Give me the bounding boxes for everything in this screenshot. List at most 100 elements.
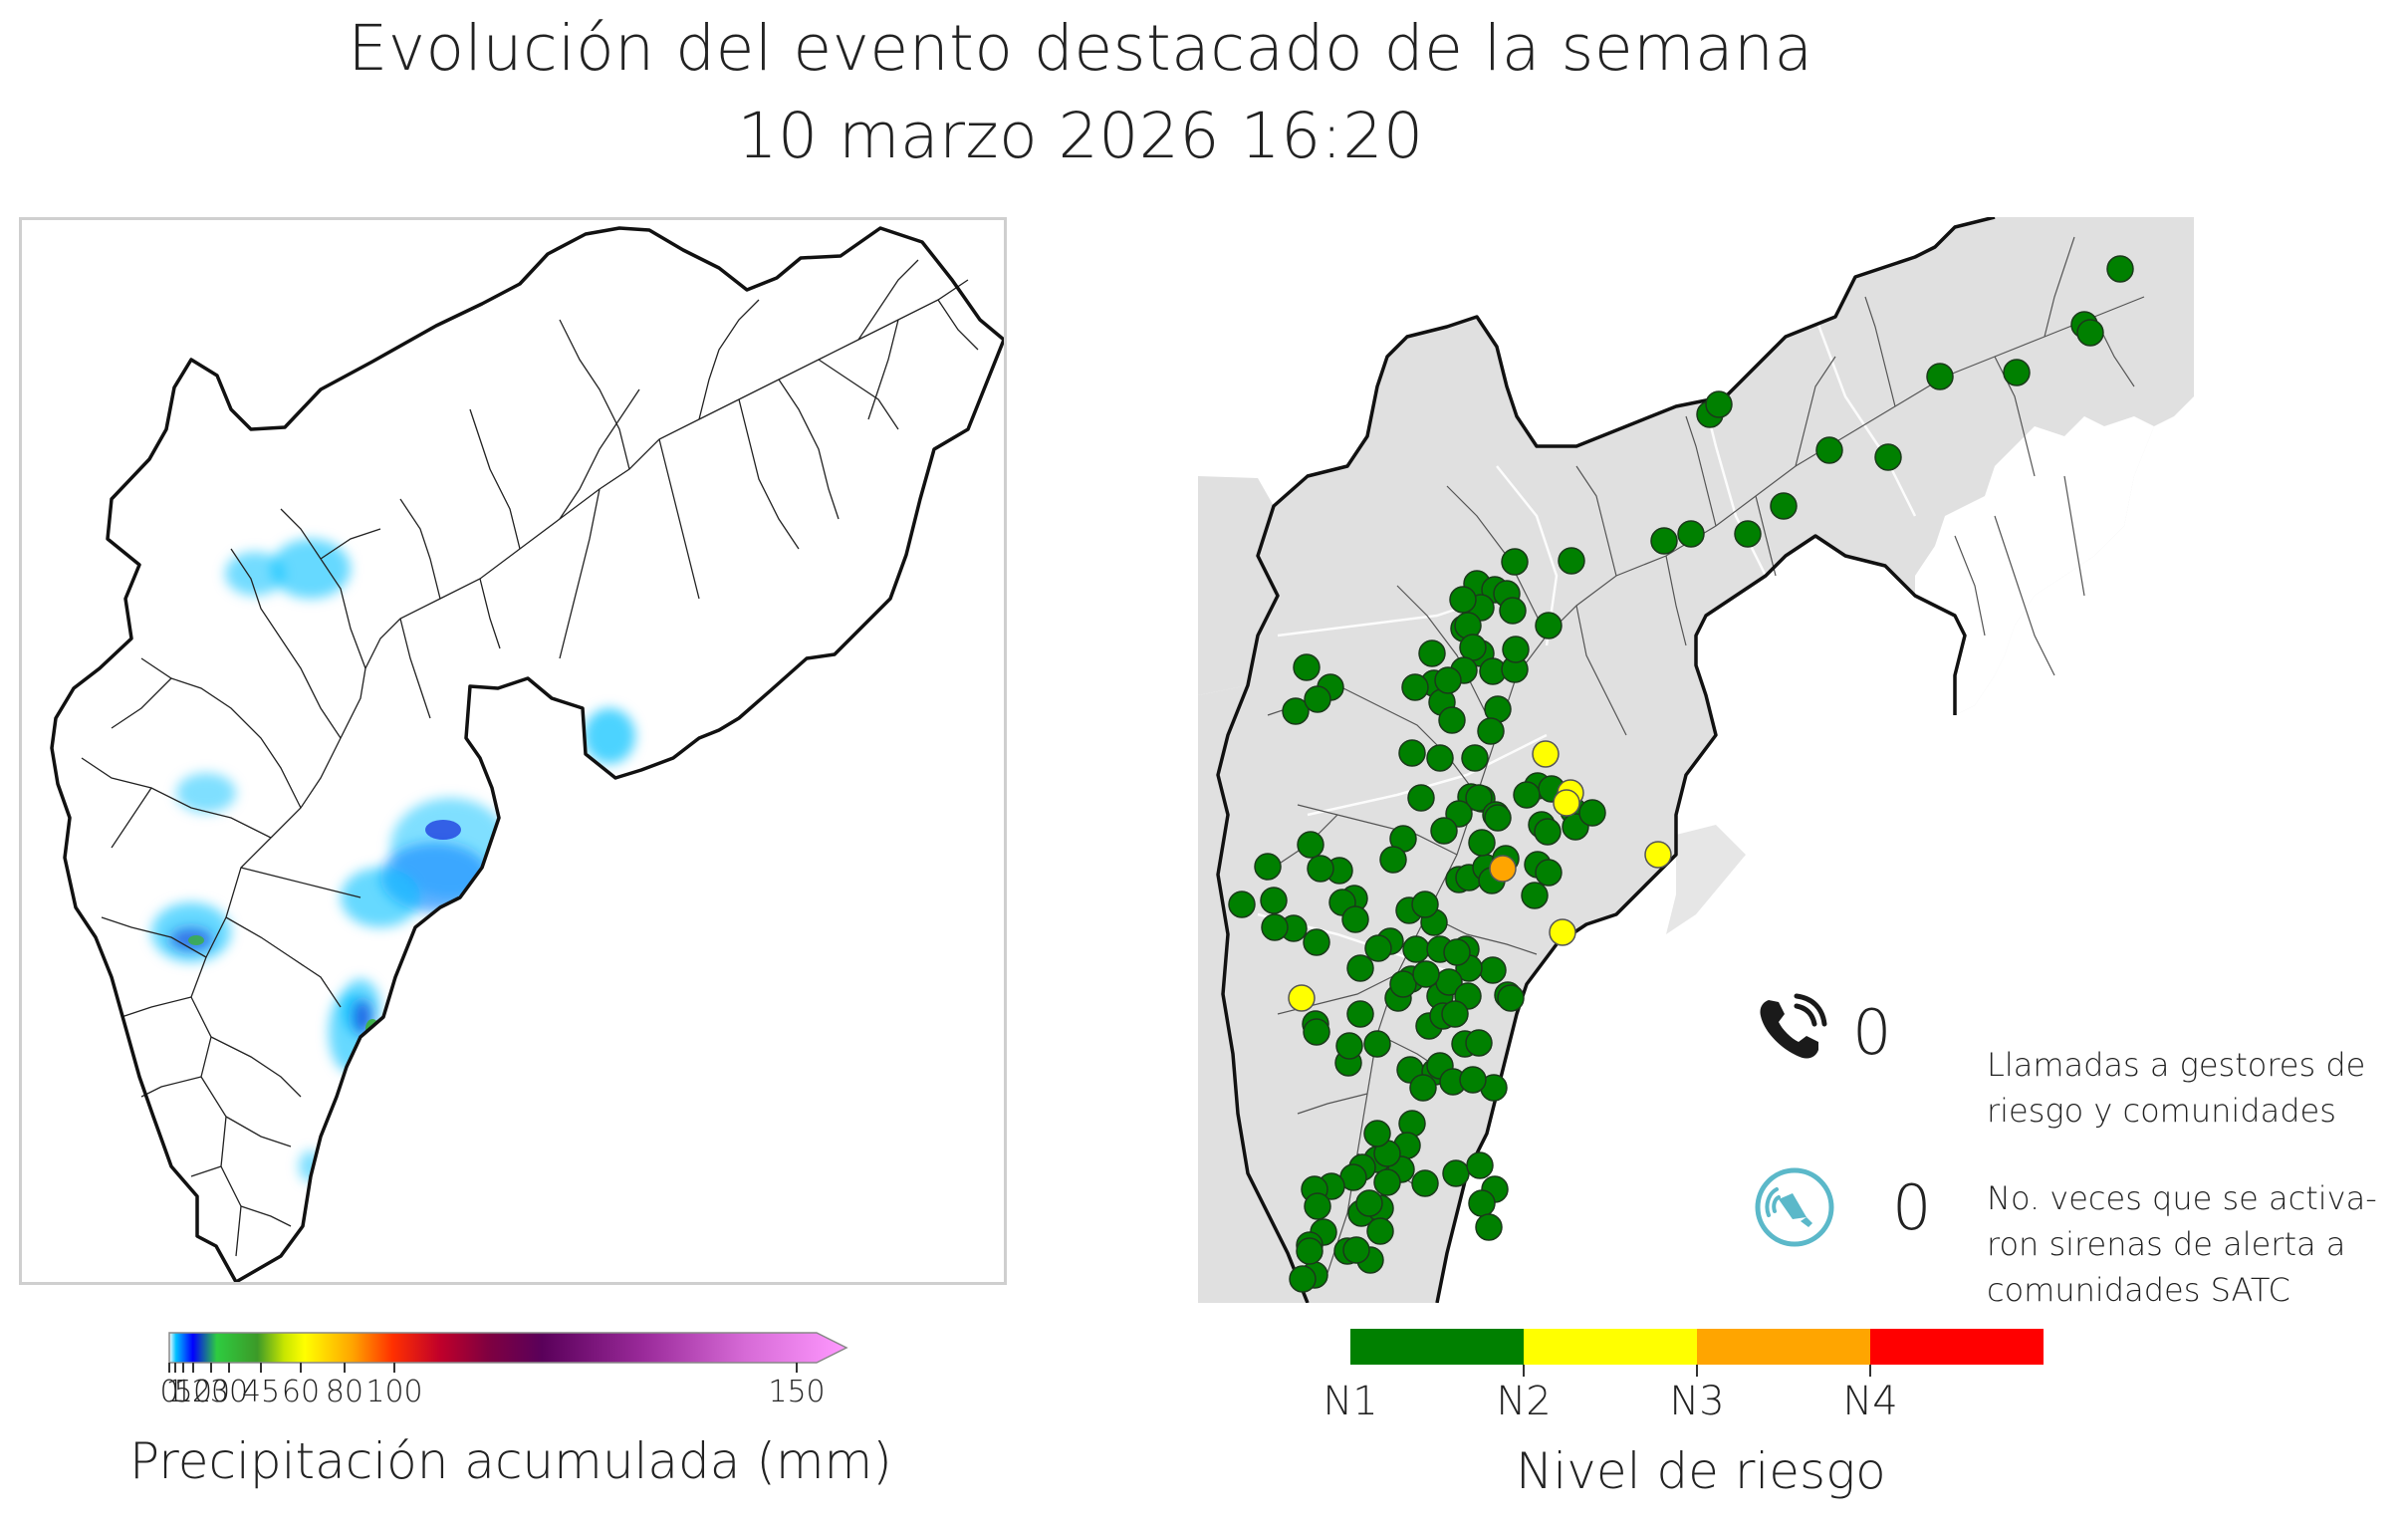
station-marker-n1 <box>2003 359 2031 386</box>
station-marker-n1 <box>1465 784 1493 812</box>
risk-colorbar <box>1350 1329 2044 1365</box>
station-marker-n1 <box>1449 586 1477 614</box>
station-marker-n1 <box>1734 520 1762 548</box>
station-marker-n1 <box>1466 1151 1494 1179</box>
precipitation-fields <box>151 539 635 1182</box>
station-marker-n1 <box>1521 882 1549 909</box>
station-marker-n1 <box>1459 1066 1487 1094</box>
station-marker-n1 <box>1355 1189 1383 1217</box>
station-marker-n1 <box>1461 744 1489 772</box>
station-marker-n1 <box>1815 436 1843 464</box>
station-marker-n1 <box>1484 804 1512 832</box>
station-marker-n1 <box>1363 1120 1391 1147</box>
station-marker-n1 <box>1705 390 1733 418</box>
station-marker-n2 <box>1549 918 1576 946</box>
station-marker-n1 <box>1468 829 1496 857</box>
station-marker-n1 <box>1441 1000 1469 1028</box>
station-marker-n1 <box>1477 717 1505 745</box>
station-marker-n1 <box>1501 548 1529 576</box>
station-marker-n1 <box>1874 443 1902 471</box>
precipitation-map <box>19 217 1007 1285</box>
station-marker-n1 <box>1304 1192 1331 1220</box>
station-marker-n1 <box>1438 706 1466 734</box>
station-marker-n1 <box>1293 653 1321 681</box>
precipitation-map-svg <box>50 226 1004 1282</box>
station-marker-n1 <box>1379 846 1407 874</box>
calls-description: Llamadas a gestores de riesgo y comunida… <box>1987 1046 2366 1130</box>
risk-level-legend: N1 N2 N3 N4 Nivel de riesgo <box>1295 1315 2071 1514</box>
station-marker-n2 <box>1553 789 1580 817</box>
risk-level-swatch-n3 <box>1697 1329 1870 1365</box>
station-marker-n1 <box>1558 547 1585 575</box>
station-marker-n1 <box>1468 1189 1496 1217</box>
colorbar-tick-label: 30 <box>209 1375 249 1409</box>
station-marker-n1 <box>1430 817 1458 845</box>
station-markers <box>1228 255 2134 1293</box>
station-marker-n1 <box>1342 1236 1370 1264</box>
station-marker-n1 <box>1409 1074 1437 1102</box>
station-marker-n1 <box>1289 1265 1317 1293</box>
station-marker-n2 <box>1288 984 1316 1012</box>
risk-level-swatch-n1 <box>1350 1329 1524 1365</box>
neighbor-region <box>1198 685 1308 1303</box>
station-marker-n1 <box>1297 831 1324 859</box>
station-marker-n3 <box>1489 855 1517 883</box>
colorbar-tick-label: 100 <box>365 1375 423 1409</box>
station-marker-n1 <box>1304 685 1331 713</box>
station-marker-n1 <box>1389 970 1417 998</box>
station-marker-n1 <box>1303 1018 1330 1046</box>
station-marker-n1 <box>1303 928 1330 956</box>
risk-level-label: N3 <box>1669 1379 1725 1424</box>
siren-speaker-icon <box>1755 1167 1834 1247</box>
station-marker-n1 <box>1434 666 1462 694</box>
station-marker-n1 <box>1479 956 1507 984</box>
station-marker-n1 <box>1418 639 1446 667</box>
station-marker-n1 <box>2106 255 2134 283</box>
risk-level-tick <box>1869 1365 1871 1377</box>
risk-level-tick <box>1523 1365 1525 1377</box>
station-marker-n2 <box>1644 841 1672 869</box>
station-marker-n1 <box>1412 960 1440 988</box>
station-marker-n1 <box>1535 612 1563 639</box>
page-datetime: 10 marzo 2026 16:20 <box>737 100 1424 172</box>
sirens-description: No. veces que se activa- ron sirenas de … <box>1987 1175 2405 1313</box>
colorbar-tick-label: 60 <box>281 1375 321 1409</box>
page-title: Evolución del evento destacado de la sem… <box>348 12 1813 85</box>
colorbar-tick-label: 80 <box>325 1375 364 1409</box>
station-marker-n1 <box>1346 1000 1374 1028</box>
station-marker-n1 <box>1254 853 1282 881</box>
risk-level-map <box>1198 217 2194 1303</box>
risk-level-tick <box>1696 1365 1698 1377</box>
station-marker-n1 <box>1341 905 1369 933</box>
river-network <box>81 259 979 1257</box>
station-marker-n1 <box>1296 1237 1324 1265</box>
station-marker-n1 <box>1475 1213 1503 1241</box>
sirens-description-line: No. veces que se activa- <box>1987 1179 2377 1217</box>
risk-legend-title: Nivel de riesgo <box>1516 1442 1886 1500</box>
station-marker-n1 <box>1443 938 1471 966</box>
colorbar-tick-label: 0 <box>159 1375 179 1409</box>
station-marker-n2 <box>1532 740 1560 768</box>
risk-level-swatch-n2 <box>1524 1329 1697 1365</box>
station-marker-n1 <box>1497 984 1525 1012</box>
station-marker-n1 <box>1926 363 1954 390</box>
station-marker-n1 <box>1363 1030 1391 1058</box>
calls-count: 0 <box>1852 996 1892 1069</box>
station-marker-n1 <box>1499 597 1527 625</box>
basin-boundary <box>50 226 1004 1282</box>
station-marker-n1 <box>1535 859 1563 887</box>
unmonitored-subbasin <box>1915 416 2154 715</box>
station-marker-n1 <box>1260 887 1288 914</box>
risk-level-label: N2 <box>1496 1379 1552 1424</box>
basin-area <box>1218 217 2194 1303</box>
sirens-count: 0 <box>1892 1171 1932 1244</box>
station-marker-n1 <box>1411 891 1439 918</box>
station-marker-n1 <box>1401 673 1429 701</box>
colorbar-tick-label: 5 <box>173 1375 193 1409</box>
station-marker-n1 <box>1426 744 1454 772</box>
phone-icon <box>1760 993 1827 1059</box>
station-marker-n1 <box>1465 1029 1493 1057</box>
station-marker-n1 <box>1346 954 1374 982</box>
station-marker-n1 <box>1459 634 1487 661</box>
station-marker-n1 <box>1407 784 1435 812</box>
